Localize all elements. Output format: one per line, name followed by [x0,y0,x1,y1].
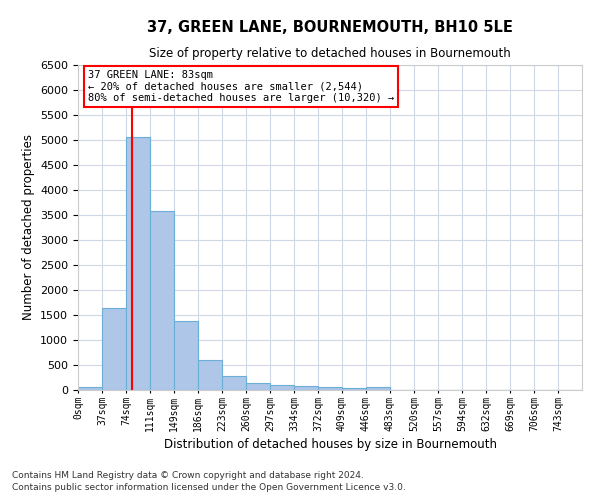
Bar [246,382,270,390]
Bar [78,386,102,390]
Text: 37 GREEN LANE: 83sqm
← 20% of detached houses are smaller (2,544)
80% of semi-de: 37 GREEN LANE: 83sqm ← 20% of detached h… [88,70,394,103]
Text: Contains HM Land Registry data © Crown copyright and database right 2024.: Contains HM Land Registry data © Crown c… [12,471,364,480]
Bar [102,308,126,390]
Bar [318,387,342,390]
Bar [222,376,246,390]
Y-axis label: Number of detached properties: Number of detached properties [22,134,35,320]
Bar [270,385,294,390]
Bar [126,136,150,390]
Bar [366,387,390,390]
Bar [150,211,174,390]
Text: 37, GREEN LANE, BOURNEMOUTH, BH10 5LE: 37, GREEN LANE, BOURNEMOUTH, BH10 5LE [147,20,513,35]
Bar [174,320,198,390]
Bar [198,360,222,390]
Text: Contains public sector information licensed under the Open Government Licence v3: Contains public sector information licen… [12,484,406,492]
X-axis label: Distribution of detached houses by size in Bournemouth: Distribution of detached houses by size … [163,438,497,451]
Text: Size of property relative to detached houses in Bournemouth: Size of property relative to detached ho… [149,48,511,60]
Bar [342,388,366,390]
Bar [294,386,318,390]
